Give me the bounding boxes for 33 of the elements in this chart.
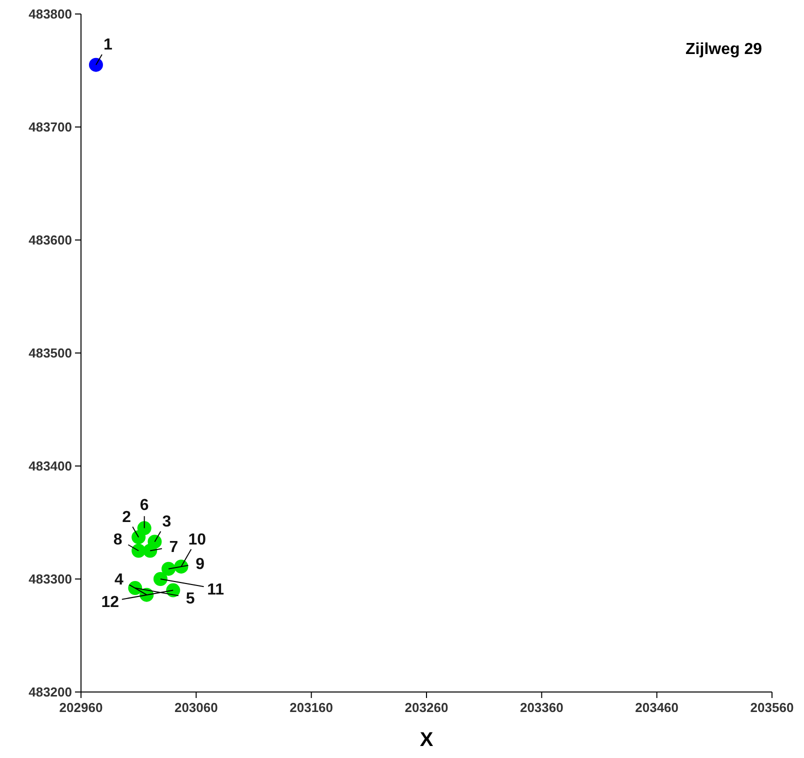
annotation: 12 (101, 594, 120, 612)
y-tick-label: 483500 (28, 346, 72, 361)
annotation: 6 (140, 496, 149, 514)
x-tick-label: 203160 (290, 700, 334, 715)
annotation: 10 (188, 531, 206, 548)
annotation: 5 (186, 590, 195, 608)
text: Zijlweg 29 (686, 41, 762, 58)
annotation: 9 (196, 556, 205, 573)
y-tick-label: 483800 (28, 6, 72, 22)
annotation: 2 (122, 509, 132, 526)
y-tick-label: 483200 (28, 684, 72, 700)
x-tick-label: 203360 (520, 700, 564, 715)
point (137, 521, 152, 536)
x-tick-label: 203260 (404, 700, 448, 715)
x-tick-label: 203560 (750, 700, 794, 715)
point (88, 58, 103, 72)
y-tick-label: 483600 (28, 232, 72, 248)
x-axis-title: X (420, 729, 434, 751)
annotation: 1 (104, 36, 113, 54)
x-tick-label: 203460 (635, 700, 679, 715)
y-tick-label: 483400 (28, 458, 72, 474)
x-tick-label: 203060 (174, 700, 218, 715)
point (162, 562, 176, 576)
annotation: 3 (162, 514, 172, 531)
y-tick-label: 483300 (28, 572, 72, 587)
annotation: 7 (169, 539, 178, 556)
x-tick-label: 202960 (59, 700, 103, 715)
annotation: 11 (207, 581, 224, 598)
annotation: 4 (114, 571, 124, 588)
point (132, 544, 146, 558)
annotation: 8 (113, 531, 122, 548)
y-tick-label: 483700 (28, 120, 72, 135)
point (153, 572, 168, 586)
